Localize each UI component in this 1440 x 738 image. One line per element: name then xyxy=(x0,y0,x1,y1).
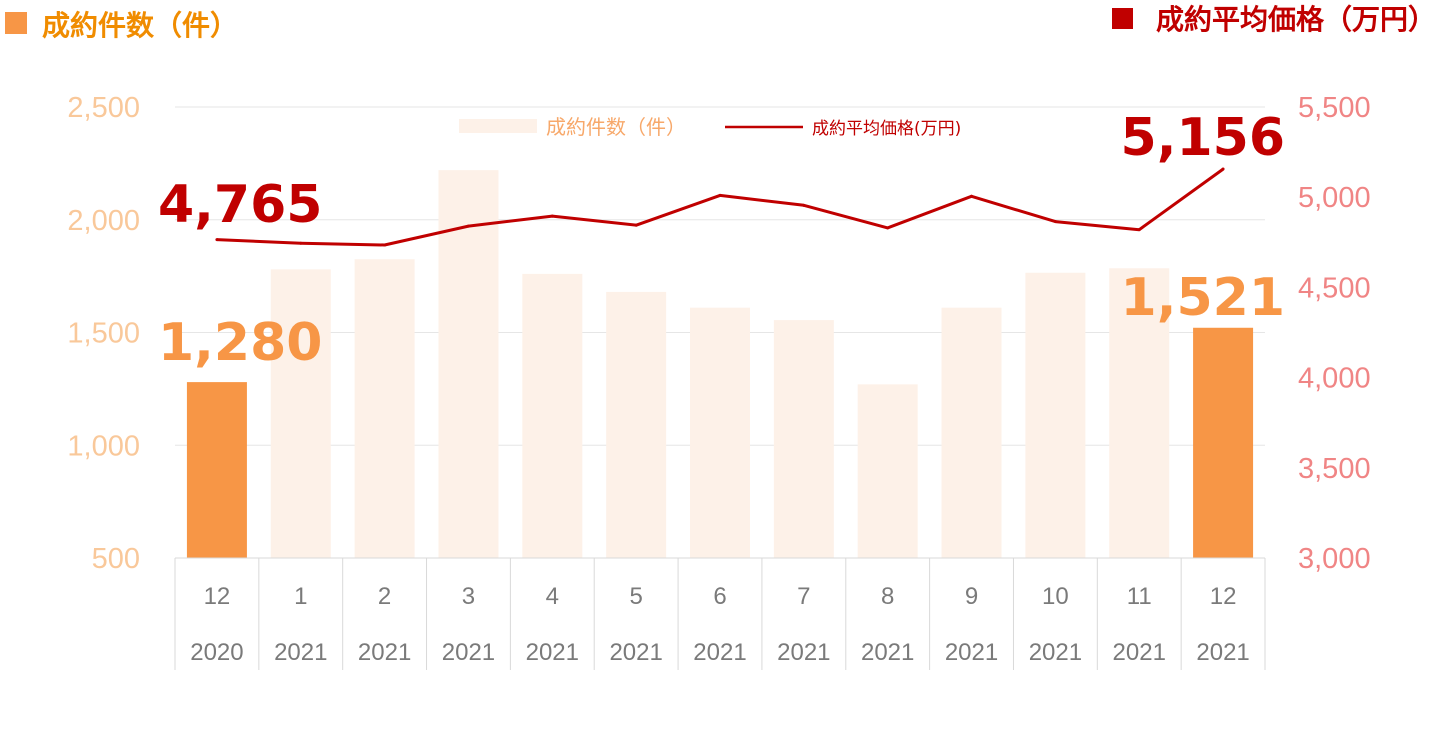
category-year-label: 2021 xyxy=(945,639,998,666)
left-axis-title: 成約件数（件） xyxy=(42,9,238,42)
data-label: 1,280 xyxy=(158,313,322,373)
category-year-label: 2021 xyxy=(1196,639,1249,666)
category-month-label: 9 xyxy=(965,583,978,610)
right-axis-tick-label: 3,500 xyxy=(1298,453,1371,485)
data-label: 5,156 xyxy=(1121,108,1285,168)
bar xyxy=(1193,327,1254,558)
category-month-label: 1 xyxy=(294,583,307,610)
legend-bar-swatch xyxy=(459,119,537,133)
category-month-label: 12 xyxy=(204,583,231,610)
line-point xyxy=(383,243,387,247)
category-month-label: 3 xyxy=(462,583,475,610)
left-axis-tick-label: 1,500 xyxy=(67,318,140,350)
category-year-label: 2021 xyxy=(693,639,746,666)
bar xyxy=(941,307,1002,558)
series-line xyxy=(216,167,1224,247)
data-label: 4,765 xyxy=(158,175,322,235)
right-axis-title: 成約平均価格（万円） xyxy=(1156,3,1436,36)
line-point xyxy=(634,223,638,227)
line-point xyxy=(550,214,554,218)
category-month-label: 5 xyxy=(629,583,642,610)
category-month-label: 2 xyxy=(378,583,391,610)
category-year-label: 2021 xyxy=(609,639,662,666)
bar xyxy=(1109,268,1170,558)
right-axis-tick-label: 4,000 xyxy=(1298,363,1371,395)
category-year-label: 2020 xyxy=(190,639,243,666)
bar xyxy=(438,170,499,558)
line-point xyxy=(970,194,974,198)
left-axis-tick-label: 1,000 xyxy=(67,430,140,462)
bar xyxy=(1025,272,1086,558)
right-axis-tick-label: 5,500 xyxy=(1298,92,1371,124)
bar xyxy=(186,382,247,558)
category-month-label: 10 xyxy=(1042,583,1069,610)
category-month-label: 7 xyxy=(797,583,810,610)
category-year-label: 2021 xyxy=(274,639,327,666)
bar xyxy=(270,269,331,558)
category-month-label: 11 xyxy=(1127,583,1152,610)
category-year-label: 2021 xyxy=(861,639,914,666)
line-point xyxy=(299,241,303,245)
bar xyxy=(773,320,834,558)
right-axis-tick-label: 3,000 xyxy=(1298,543,1371,575)
line-point xyxy=(886,226,890,230)
bar xyxy=(857,384,918,558)
bar xyxy=(690,307,750,558)
category-year-label: 2021 xyxy=(1113,639,1166,666)
right-axis-tick-label: 4,500 xyxy=(1298,272,1371,304)
bar xyxy=(606,291,667,558)
data-label: 1,521 xyxy=(1121,268,1285,328)
bar xyxy=(354,259,415,558)
left-axis-tick-label: 500 xyxy=(92,543,140,575)
category-year-label: 2021 xyxy=(442,639,495,666)
category-year-label: 2021 xyxy=(1029,639,1082,666)
category-month-label: 4 xyxy=(546,583,559,610)
line-point xyxy=(215,238,219,242)
line-point xyxy=(1221,167,1225,171)
category-year-label: 2021 xyxy=(526,639,579,666)
right-axis-tick-label: 5,000 xyxy=(1298,182,1371,214)
category-year-label: 2021 xyxy=(358,639,411,666)
category-month-label: 8 xyxy=(881,583,894,610)
category-year-label: 2021 xyxy=(777,639,830,666)
line-point xyxy=(802,203,806,207)
legend-line-label: 成約平均価格(万円) xyxy=(812,119,961,139)
right-title-marker-icon xyxy=(1112,8,1133,29)
category-month-label: 12 xyxy=(1210,583,1237,610)
line-point xyxy=(466,224,470,228)
line-point xyxy=(1053,220,1057,224)
left-title-marker-icon xyxy=(5,12,27,34)
left-axis-tick-label: 2,000 xyxy=(67,205,140,237)
line-point xyxy=(1137,228,1141,232)
left-axis-tick-label: 2,500 xyxy=(67,92,140,124)
legend-bar-label: 成約件数（件） xyxy=(546,115,686,139)
bar xyxy=(522,273,583,558)
line-point xyxy=(718,193,722,197)
category-month-label: 6 xyxy=(713,583,726,610)
